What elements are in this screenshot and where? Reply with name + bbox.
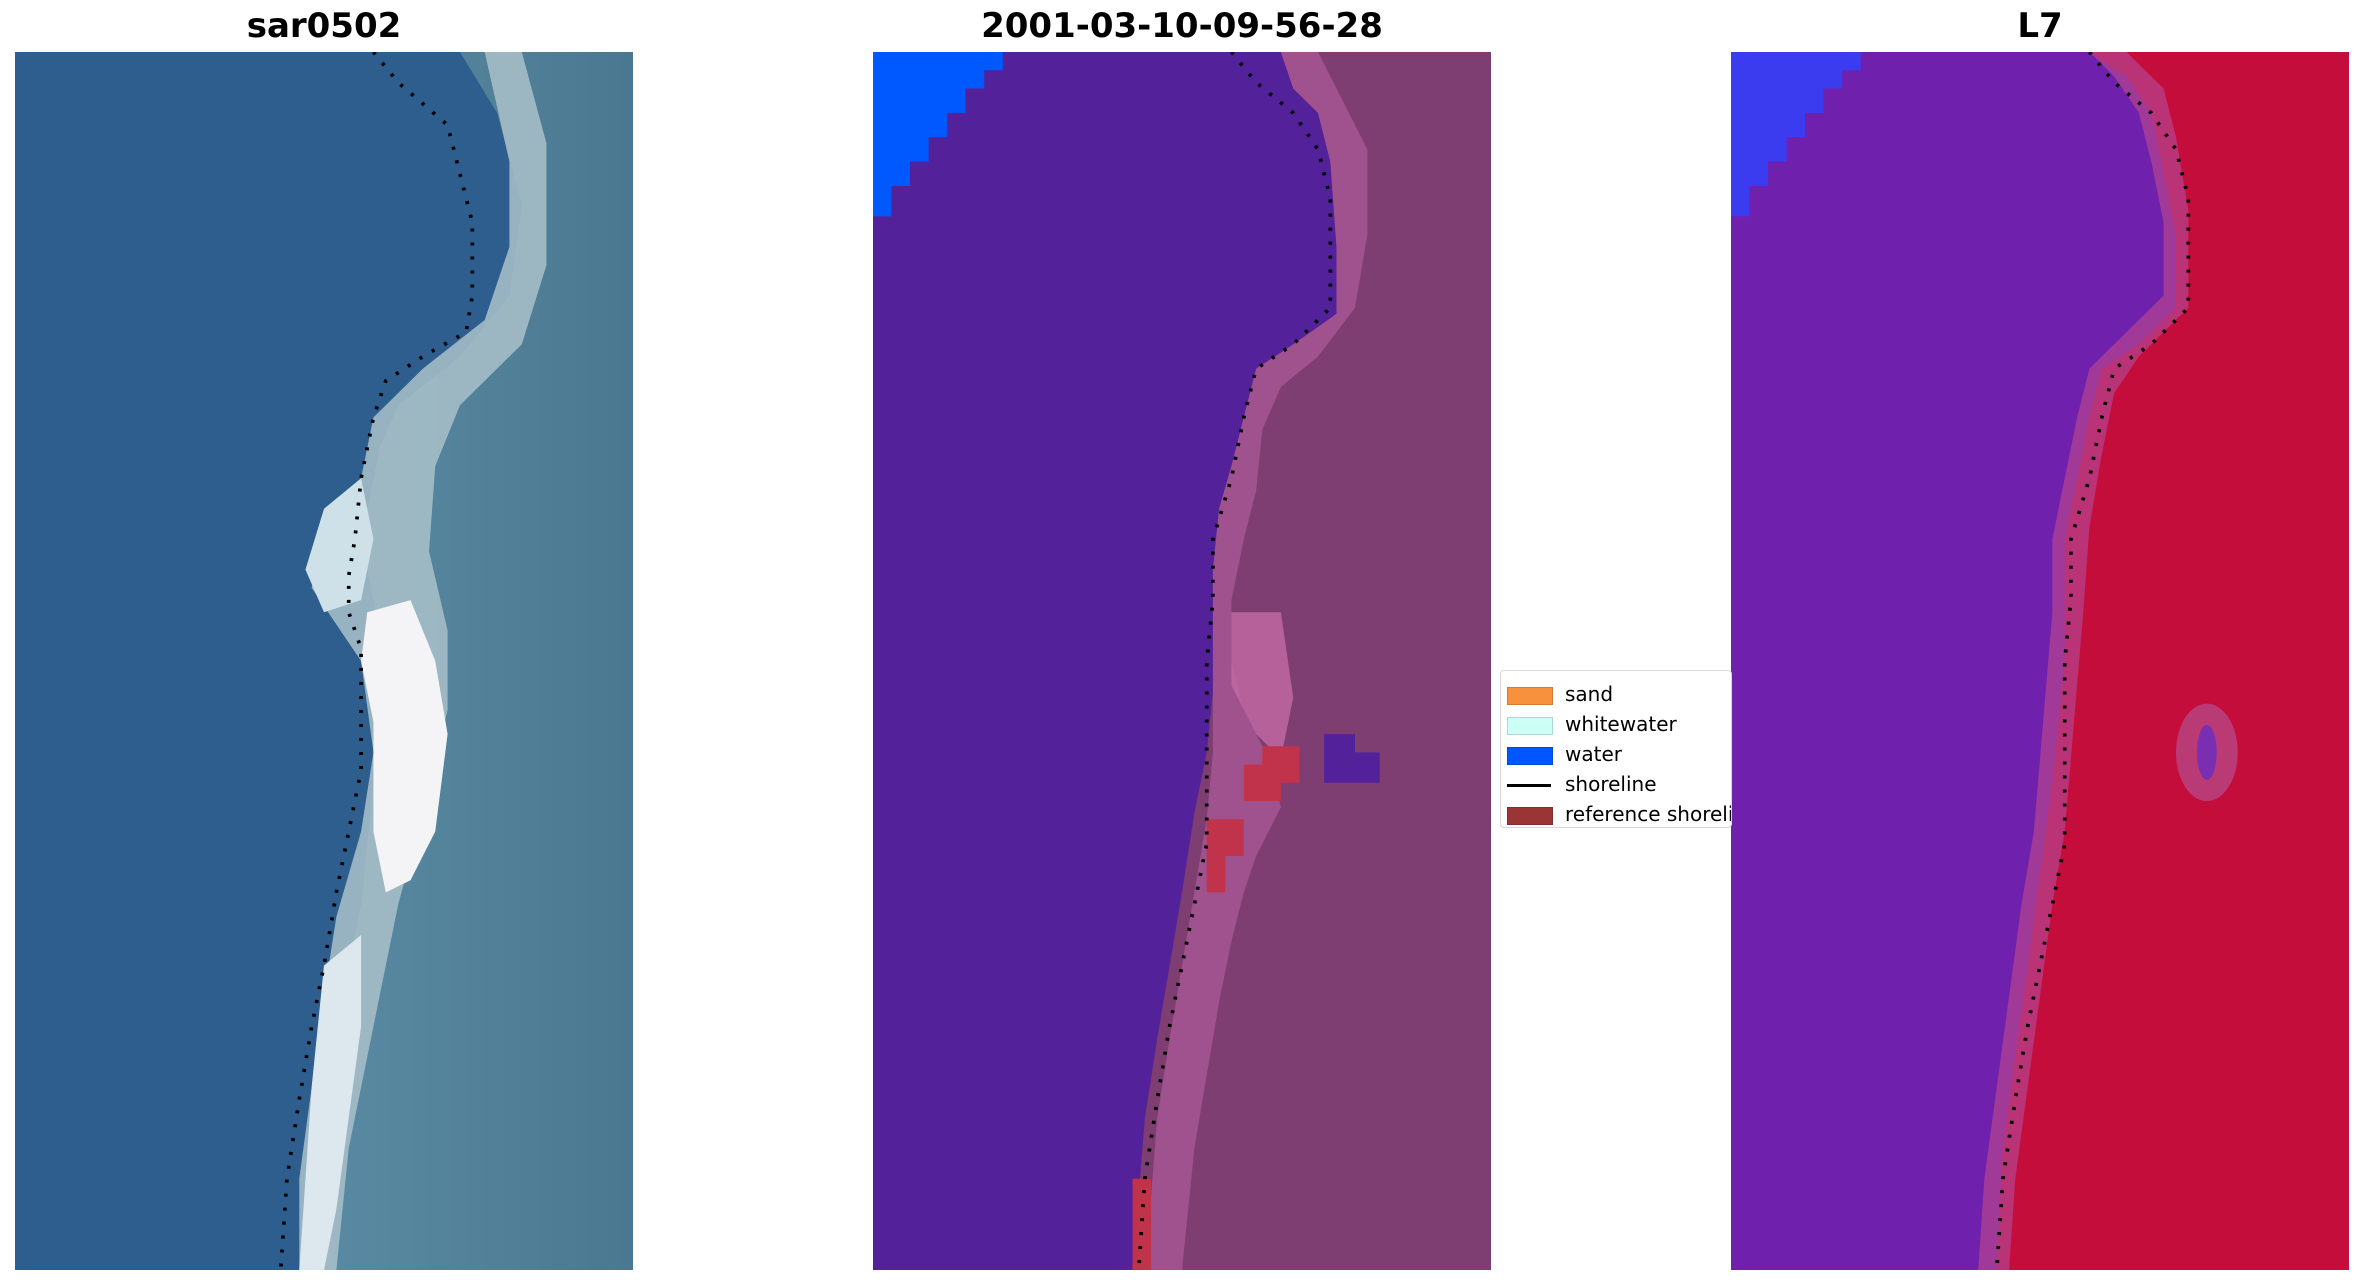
panel-title-classified: 2001-03-10-09-56-28 (981, 6, 1383, 46)
legend-swatch-whitewater (1507, 717, 1553, 735)
shoreline-line-classified (1136, 52, 1333, 1270)
panel-title-index: L7 (2017, 6, 2063, 46)
legend: sand whitewater water shoreline referenc… (1500, 670, 1732, 828)
legend-swatch-sand (1507, 687, 1553, 705)
shoreline-line-index (1994, 52, 2191, 1270)
panel-title-rgb: sar0502 (246, 6, 402, 46)
legend-item-sand: sand (1501, 679, 1731, 709)
legend-label: sand (1565, 682, 1614, 706)
legend-label: shoreline (1565, 772, 1657, 796)
legend-item-whitewater: whitewater (1501, 709, 1731, 739)
rgb-image (15, 52, 633, 1270)
index-image (1731, 52, 2349, 1270)
legend-item-shoreline: shoreline (1501, 769, 1731, 799)
rgb-image-panel (15, 52, 633, 1270)
legend-item-water: water (1501, 739, 1731, 769)
legend-label: water (1565, 742, 1622, 766)
legend-label: reference shoreline (1565, 802, 1731, 826)
legend-swatch-reference-shoreline (1507, 807, 1553, 825)
legend-line-shoreline (1507, 784, 1551, 787)
classified-image (873, 52, 1491, 1270)
legend-item-reference-shoreline: reference shoreline (1501, 799, 1731, 827)
legend-swatch-water (1507, 747, 1553, 765)
index-image-panel (1731, 52, 2349, 1270)
classified-image-panel (873, 52, 1491, 1270)
legend-label: whitewater (1565, 712, 1677, 736)
